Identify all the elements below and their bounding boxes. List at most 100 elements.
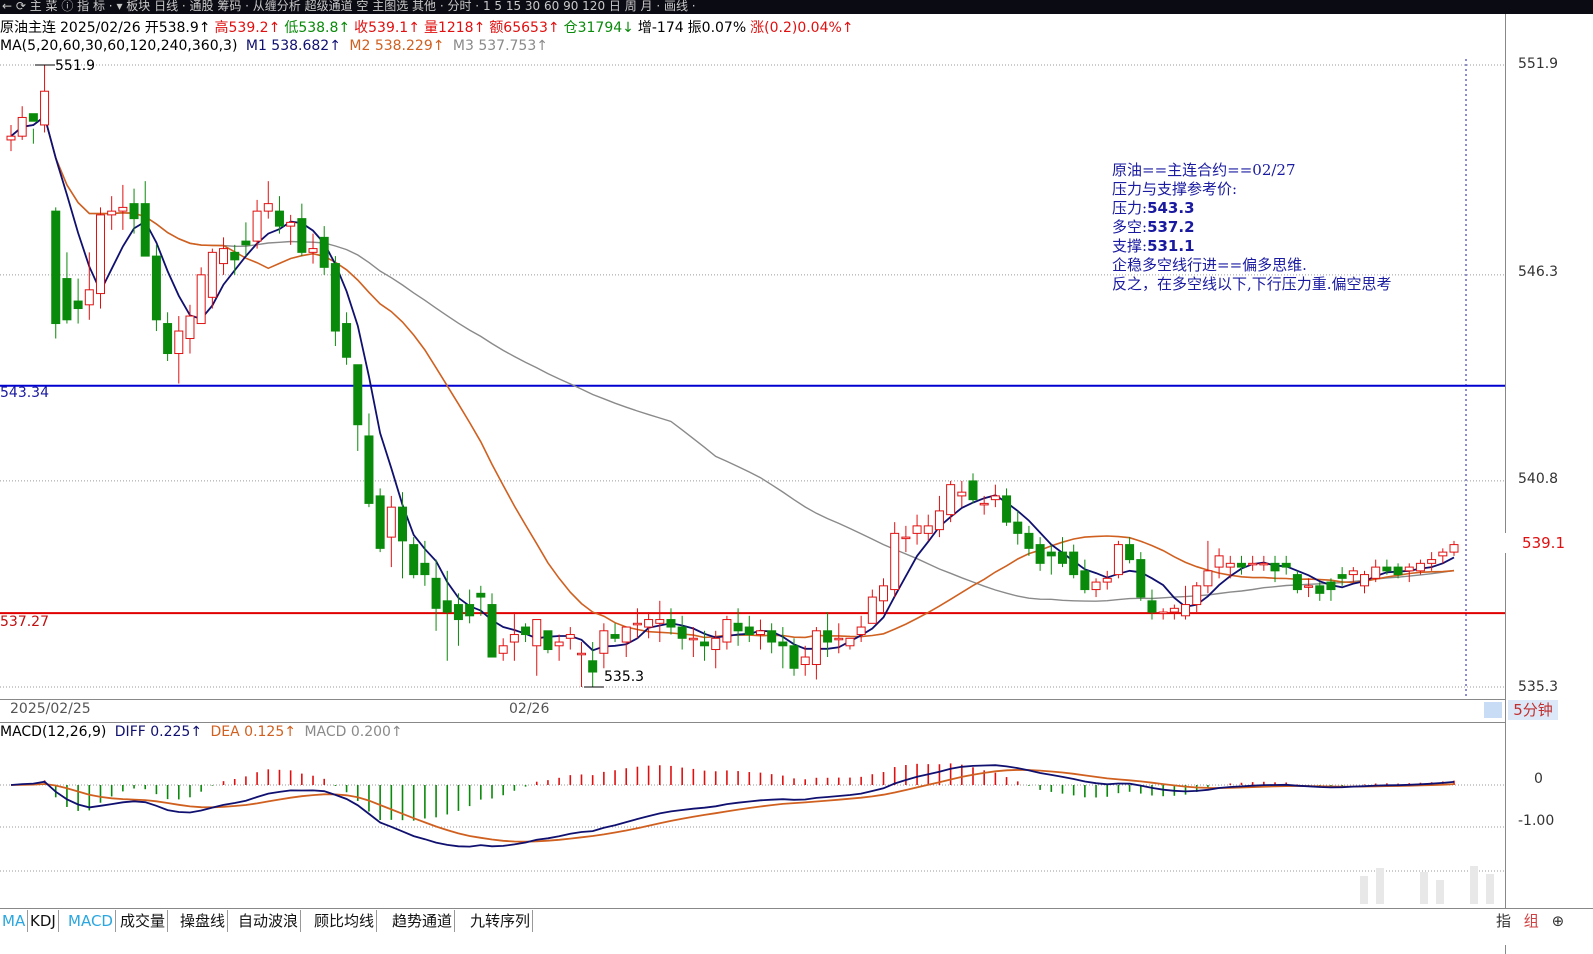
pivot-value: 537.2: [1147, 218, 1195, 236]
candle: [934, 495, 944, 538]
candle: [1080, 559, 1090, 594]
candle: [308, 233, 318, 264]
candle-body: [1181, 604, 1191, 617]
candle: [644, 612, 654, 639]
candle-body: [498, 645, 508, 654]
candle-body: [40, 90, 50, 126]
candle-body: [465, 604, 475, 617]
tab-guppy[interactable]: 顾比均线: [312, 910, 378, 932]
candle-body: [1404, 566, 1414, 572]
candle: [845, 637, 855, 650]
tab-macd[interactable]: MACD: [66, 910, 116, 932]
high-marker-label: 551.9: [55, 58, 96, 74]
ma-params[interactable]: MA(5,20,60,30,60,120,240,360,3): [0, 38, 238, 54]
candle-body: [957, 491, 967, 497]
candle-body: [330, 263, 340, 332]
candle: [1013, 510, 1023, 545]
group-button[interactable]: 组: [1523, 912, 1539, 930]
candle: [856, 615, 866, 643]
tab-volume[interactable]: 成交量: [118, 910, 169, 932]
candle-body: [599, 630, 609, 654]
toolbar-text[interactable]: ← ⟳ 主 菜 ⓘ 指 标 · ▾ 板块 日线 · 通股 筹码 · 从缠分析 超…: [2, 0, 696, 13]
candle: [95, 207, 105, 309]
candle: [1393, 563, 1403, 579]
candle: [1057, 537, 1067, 568]
candle: [722, 615, 732, 650]
analysis-annotation: 原油==主连合约==02/27 压力与支撑参考价: 压力:543.3 多空:53…: [1112, 161, 1392, 294]
annotation-line7: 反之，在多空线以下,下行压力重.偏空思考: [1112, 275, 1392, 293]
candle-body: [554, 641, 564, 647]
candle: [174, 316, 184, 384]
candle: [789, 638, 799, 676]
candle: [879, 578, 889, 613]
candle-body: [1315, 585, 1325, 594]
candle-body: [95, 214, 105, 295]
candle: [386, 495, 396, 568]
macd-pane[interactable]: [0, 721, 1505, 908]
macd-params[interactable]: MACD(12,26,9): [0, 724, 107, 740]
candle: [509, 612, 519, 661]
candle-body: [84, 289, 94, 306]
candle: [890, 522, 900, 598]
candle: [375, 488, 385, 553]
candle: [632, 608, 642, 639]
tab-operation-line[interactable]: 操盘线: [178, 910, 229, 932]
axis-tick-551: 551.9: [1518, 56, 1559, 72]
main-chart-pane[interactable]: 原油==主连合约==02/27 压力与支撑参考价: 压力:543.3 多空:53…: [0, 14, 1505, 699]
tab-trend-channel[interactable]: 趋势通道: [390, 910, 456, 932]
candle: [263, 181, 273, 219]
candle: [1292, 570, 1302, 594]
tab-ma[interactable]: MA: [0, 910, 29, 932]
candle: [1091, 578, 1101, 598]
date-mid: 02/26: [509, 701, 550, 717]
candle-body: [632, 622, 642, 626]
quote-amplitude: 振0.07%: [687, 20, 747, 36]
scroll-thumb[interactable]: [1484, 702, 1502, 718]
candle-body: [1427, 559, 1437, 564]
candle: [1360, 570, 1370, 594]
candle: [230, 244, 240, 275]
candle-body: [1326, 581, 1336, 591]
symbol-name[interactable]: 原油主连: [0, 20, 56, 36]
candlestick-chart[interactable]: [0, 14, 1505, 699]
candle-body: [923, 525, 933, 534]
candle: [1035, 537, 1045, 571]
indicator-button[interactable]: 指: [1496, 912, 1512, 930]
tab-auto-wave[interactable]: 自动波浪: [236, 910, 302, 932]
ma-m3: M3 537.753↑: [452, 38, 548, 54]
candle: [677, 615, 687, 650]
candle: [1315, 582, 1325, 601]
candle-body: [722, 619, 732, 643]
candle-body: [230, 251, 240, 261]
candle: [521, 623, 531, 643]
candle-body: [1125, 544, 1135, 561]
quote-date: 2025/02/26: [60, 20, 141, 36]
axis-tick-546: 546.3: [1518, 264, 1559, 280]
tab-nine-turn[interactable]: 九转序列: [468, 910, 534, 932]
add-icon[interactable]: ⊕: [1551, 912, 1565, 930]
candle-body: [666, 619, 676, 628]
tab-kdj[interactable]: KDJ: [28, 910, 59, 932]
candle: [62, 252, 72, 324]
candle-body: [845, 637, 855, 647]
candle: [219, 237, 229, 275]
macd-chart[interactable]: [0, 721, 1505, 908]
candle-body: [565, 634, 575, 639]
candle-body: [778, 641, 788, 647]
candle: [621, 626, 631, 658]
candle-body: [442, 600, 452, 613]
candle-body: [823, 630, 833, 643]
quote-amount: 额65653↑: [489, 20, 560, 36]
candle-body: [1024, 532, 1034, 549]
toolbar: ← ⟳ 主 菜 ⓘ 指 标 · ▾ 板块 日线 · 通股 筹码 · 从缠分析 超…: [0, 0, 1593, 14]
quote-low: 低538.8↑: [284, 20, 351, 36]
macd-diff: DIFF 0.225↑: [114, 724, 203, 740]
candle: [867, 589, 877, 624]
candle-body: [398, 506, 408, 542]
candle-body: [207, 251, 217, 298]
period-selector[interactable]: 5分钟: [1508, 700, 1558, 720]
candle: [968, 473, 978, 504]
candle-body: [1035, 544, 1045, 564]
candle: [51, 207, 61, 339]
candle-body: [688, 637, 698, 641]
